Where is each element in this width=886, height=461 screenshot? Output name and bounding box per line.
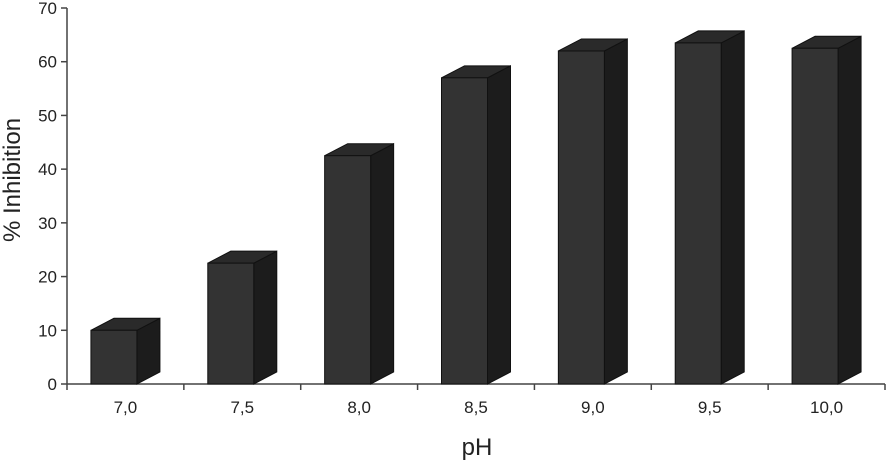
bar-front bbox=[90, 329, 138, 385]
y-tick-label: 70 bbox=[38, 0, 57, 18]
x-axis-title: pH bbox=[462, 434, 493, 461]
y-tick-label: 30 bbox=[38, 214, 57, 233]
y-axis: 0 10 20 30 40 50 60 70 bbox=[38, 0, 68, 394]
x-tick-label: 9,5 bbox=[698, 398, 722, 417]
x-axis: 7,0 7,5 8,0 8,5 9,0 9,5 10,0 bbox=[66, 383, 886, 417]
y-tick-label: 0 bbox=[48, 375, 57, 394]
x-tick-label: 10,0 bbox=[810, 398, 843, 417]
bar-side bbox=[370, 142, 395, 385]
y-tick-label: 10 bbox=[38, 321, 57, 340]
bar-7-5 bbox=[207, 250, 278, 385]
bar-7-0 bbox=[90, 317, 161, 385]
bar-front bbox=[207, 262, 255, 385]
x-tick-label: 7,5 bbox=[230, 398, 254, 417]
bar-side bbox=[837, 35, 862, 385]
y-axis-title: % Inhibition bbox=[0, 118, 26, 242]
bar-front bbox=[674, 42, 722, 385]
bar-front bbox=[557, 50, 605, 385]
y-tick-label: 40 bbox=[38, 160, 57, 179]
bars-group bbox=[90, 30, 862, 385]
bar-front bbox=[441, 77, 488, 385]
bar-8-0 bbox=[324, 142, 395, 385]
x-tick-label: 9,0 bbox=[581, 398, 605, 417]
bar-front bbox=[324, 155, 372, 385]
bar-side bbox=[603, 38, 628, 385]
x-tick-label: 8,5 bbox=[464, 398, 488, 417]
x-tick-label: 7,0 bbox=[114, 398, 138, 417]
bar-side bbox=[487, 65, 511, 385]
bar-side bbox=[720, 30, 745, 385]
bar-front bbox=[791, 47, 839, 385]
y-tick-label: 60 bbox=[38, 53, 57, 72]
bar-8-5 bbox=[441, 65, 511, 385]
bar-10-0 bbox=[791, 35, 862, 385]
bar-side bbox=[253, 250, 278, 385]
bar-9-0 bbox=[557, 38, 628, 385]
x-tick-label: 8,0 bbox=[347, 398, 371, 417]
y-tick-label: 50 bbox=[38, 106, 57, 125]
bar-9-5 bbox=[674, 30, 745, 385]
y-tick-label: 20 bbox=[38, 268, 57, 287]
